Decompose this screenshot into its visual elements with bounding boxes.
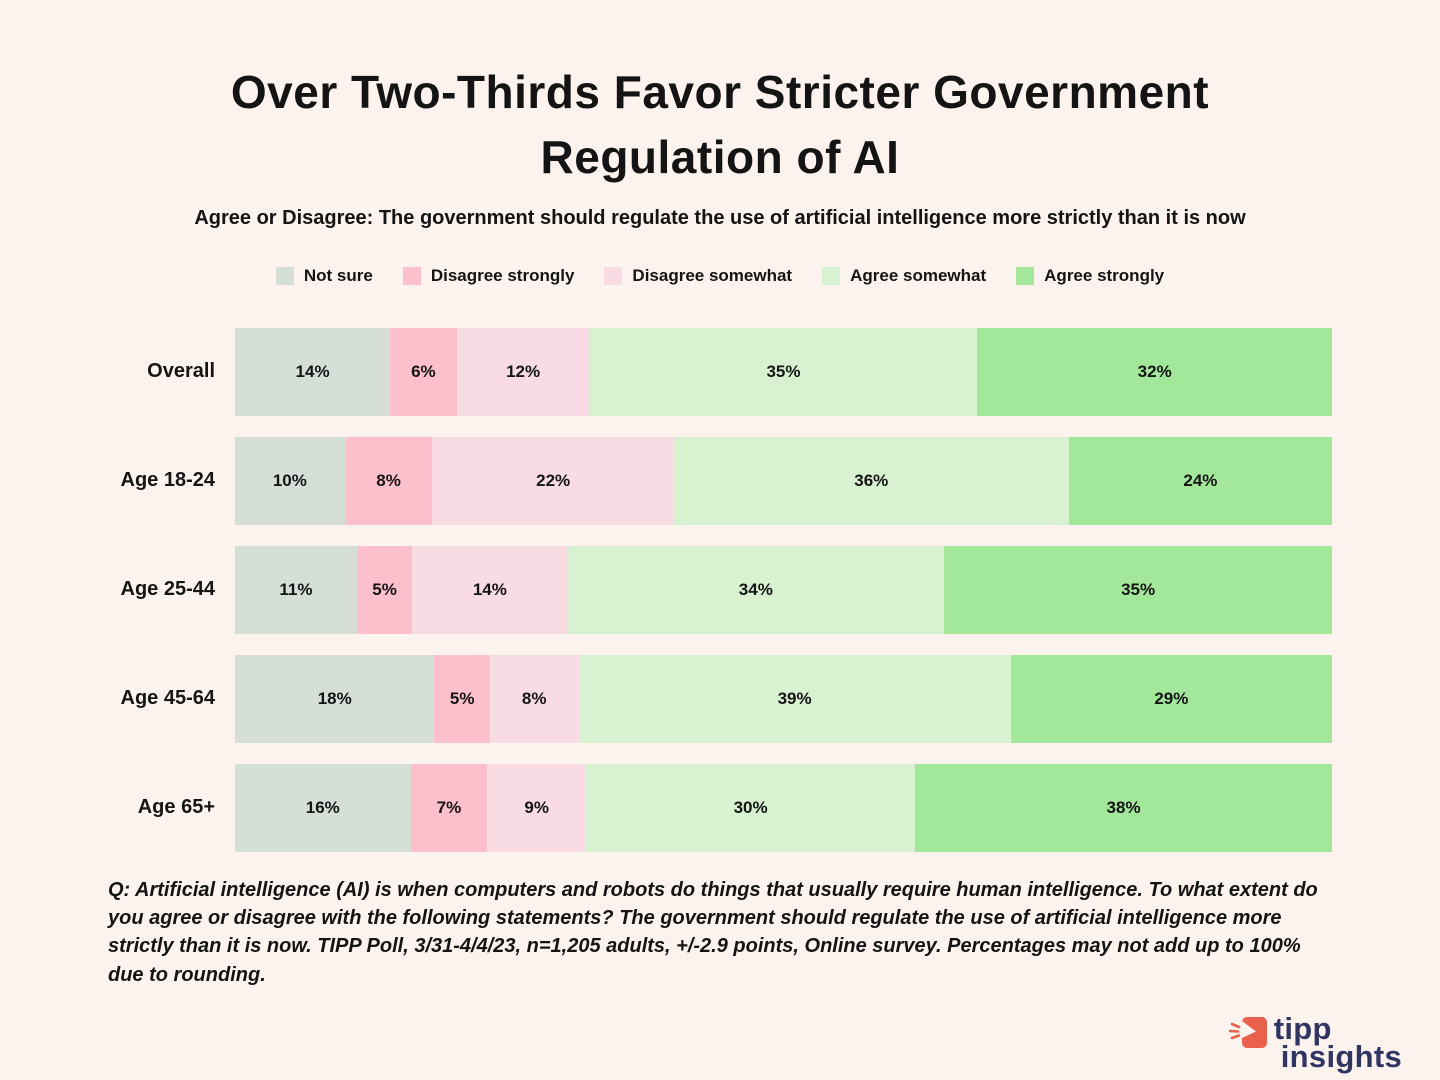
page-title-line2: Regulation of AI: [540, 131, 900, 184]
legend-swatch: [275, 266, 294, 285]
brand-logo: tipp insights: [1228, 1011, 1402, 1074]
legend-swatch: [604, 266, 623, 285]
legend-swatch: [402, 266, 421, 285]
bar-row: Age 25-44 11% 5% 14% 34% 35%: [108, 545, 1332, 634]
legend-item: Disagree strongly: [402, 265, 575, 286]
bar-segment-value: 5%: [372, 579, 397, 599]
bar-segment-value: 24%: [1183, 470, 1218, 490]
page-title-line1: Over Two-Thirds Favor Stricter Governmen…: [230, 66, 1210, 118]
legend-item: Disagree somewhat: [604, 266, 792, 286]
legend-swatch: [1016, 266, 1035, 285]
bar-segment: 35%: [944, 545, 1332, 634]
bar-row: Age 65+ 16% 7% 9% 30% 38%: [108, 763, 1332, 852]
bar-segment-value: 35%: [766, 361, 801, 381]
legend: Not sure Disagree strongly Disagree somewh…: [108, 266, 1332, 286]
bar-segment: 6%: [390, 327, 457, 416]
legend-label: Agree strongly: [1044, 265, 1165, 285]
brand-line-insights: insights: [1280, 1038, 1402, 1074]
bar-row: Overall 14% 6% 12% 35% 32%: [108, 327, 1332, 416]
bar-segment-value: 35%: [1121, 579, 1156, 599]
bar-segment-value: 8%: [521, 688, 547, 708]
bar-segment-value: 11%: [279, 579, 313, 599]
bar-segment-value: 14%: [472, 579, 507, 599]
bar-segment: 24%: [1068, 436, 1333, 525]
bar-segment-value: 5%: [449, 688, 475, 708]
bar-track: 16% 7% 9% 30% 38%: [235, 763, 1332, 852]
chart-subtitle: Agree or Disagree: The government should…: [194, 206, 1246, 229]
bar-segment: 32%: [977, 327, 1332, 416]
bar-segment: 5%: [434, 654, 490, 743]
bar-segment-value: 12%: [506, 361, 541, 381]
bar-segment-value: 39%: [777, 688, 812, 708]
stacked-bar-chart: Overall 14% 6% 12% 35% 32% Age 18-24 10% 8% 22% 36…: [108, 327, 1333, 852]
page-title: Over Two-Thirds Favor Stricter Governmen…: [108, 60, 1332, 191]
legend-label: Disagree strongly: [430, 265, 575, 285]
legend-swatch: [822, 266, 841, 285]
bar-segment-value: 8%: [376, 470, 401, 490]
bar-segment: 11%: [235, 545, 357, 634]
bar-segment: 36%: [673, 436, 1069, 525]
bar-segment: 14%: [235, 327, 391, 416]
bar-segment-value: 34%: [738, 579, 773, 599]
bar-segment: 30%: [586, 763, 916, 852]
bar-row: Age 18-24 10% 8% 22% 36% 24%: [108, 436, 1333, 525]
brand-line-tipp: tipp: [1273, 1011, 1332, 1047]
bar-segment-value: 10%: [272, 470, 307, 490]
bar-track: 10% 8% 22% 36% 24%: [235, 436, 1333, 525]
bar-segment: 14%: [412, 545, 568, 634]
bar-segment: 12%: [456, 327, 590, 416]
bar-track: 11% 5% 14% 34% 35%: [235, 545, 1332, 634]
bar-row-label: Age 65+: [137, 796, 215, 819]
methodology-note: Q: Artificial intelligence (AI) is when …: [108, 878, 1318, 986]
bar-segment-value: 30%: [733, 797, 768, 817]
bar-segment: 9%: [487, 763, 587, 852]
legend-item: Not sure: [275, 265, 373, 286]
bar-segment: 16%: [235, 763, 411, 852]
bar-segment-value: 38%: [1106, 797, 1141, 817]
legend-label: Agree somewhat: [850, 265, 987, 285]
bar-segment-value: 18%: [317, 688, 352, 708]
bar-segment-value: 7%: [436, 797, 462, 817]
bar-segment: 5%: [356, 545, 413, 634]
bar-segment-value: 16%: [305, 797, 340, 817]
bar-segment-value: 22%: [536, 470, 571, 490]
legend-item: Agree strongly: [1016, 266, 1164, 286]
bar-segment: 29%: [1010, 654, 1332, 743]
bar-row-label: Age 45-64: [120, 687, 216, 710]
brand-wordmark: tipp insights: [1273, 1011, 1402, 1074]
bar-segment: 39%: [578, 654, 1011, 743]
bar-segment: 8%: [489, 654, 579, 743]
bar-track: 18% 5% 8% 39% 29%: [235, 654, 1332, 743]
legend-label: Not sure: [303, 265, 373, 285]
bar-segment-value: 6%: [411, 361, 436, 381]
bar-segment-value: 32%: [1137, 361, 1172, 381]
bar-segment-value: 14%: [295, 361, 330, 381]
bar-row: Age 45-64 18% 5% 8% 39% 29%: [108, 654, 1332, 743]
legend-label: Disagree somewhat: [632, 265, 793, 285]
bar-segment: 35%: [589, 327, 978, 416]
bar-segment-value: 9%: [524, 797, 549, 817]
bar-track: 14% 6% 12% 35% 32%: [235, 327, 1332, 416]
bar-segment-value: 29%: [1154, 688, 1189, 708]
bar-row-label: Age 18-24: [120, 469, 216, 492]
legend-item: Agree somewhat: [822, 266, 986, 286]
bar-row-label: Age 25-44: [120, 578, 216, 601]
tipp-insights-logo-icon: [1228, 1017, 1267, 1049]
bar-segment: 7%: [410, 763, 488, 852]
bar-row-label: Overall: [147, 360, 215, 383]
bar-segment-value: 36%: [854, 470, 889, 490]
bar-segment: 22%: [432, 436, 674, 525]
bar-segment: 38%: [915, 763, 1332, 852]
bar-segment: 8%: [344, 436, 433, 525]
bar-segment: 10%: [235, 436, 345, 525]
bar-segment: 34%: [567, 545, 945, 634]
bar-segment: 18%: [235, 654, 435, 743]
